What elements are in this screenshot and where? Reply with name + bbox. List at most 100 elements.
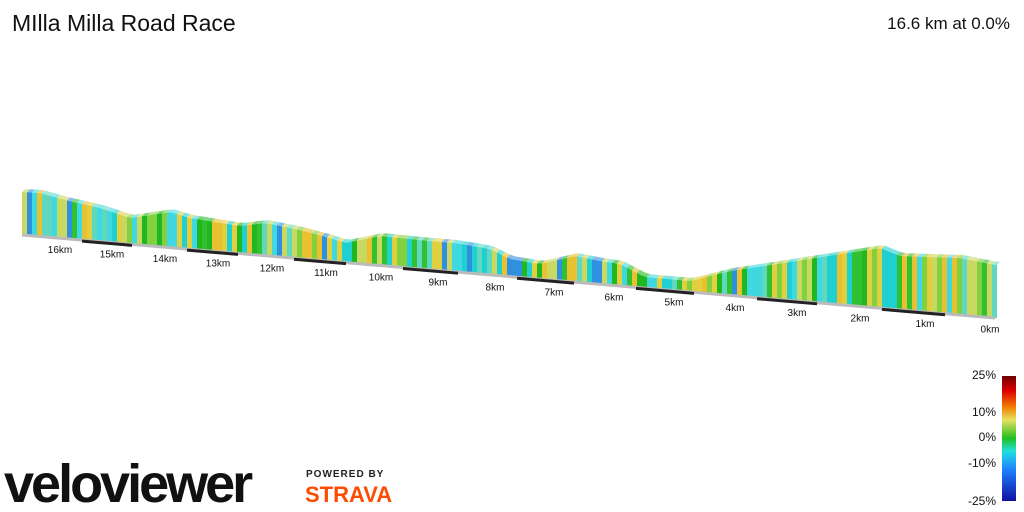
profile-stripe <box>772 263 777 300</box>
profile-top <box>237 222 245 226</box>
profile-top <box>157 210 165 214</box>
profile-stripe <box>397 237 402 268</box>
profile-stripe <box>357 239 362 265</box>
profile-stripe <box>232 224 237 254</box>
profile-stripe <box>342 242 347 263</box>
profile-top <box>97 204 105 209</box>
profile-stripe <box>197 219 202 251</box>
profile-stripe <box>882 248 887 309</box>
profile-stripe <box>887 250 892 310</box>
profile-top <box>32 189 40 193</box>
profile-stripe <box>422 240 427 270</box>
profile-top <box>737 266 745 270</box>
profile-stripe <box>712 274 717 295</box>
profile-stripe <box>827 255 832 305</box>
profile-stripe <box>102 208 107 243</box>
distance-label: 0km <box>981 325 1000 336</box>
profile-stripe <box>87 205 92 241</box>
profile-top <box>637 269 645 276</box>
profile-stripe <box>472 245 477 274</box>
legend-label: -10% <box>968 456 996 470</box>
profile-stripe <box>237 225 242 254</box>
profile-top <box>537 260 545 264</box>
profile-top <box>327 234 335 239</box>
distance-label: 5km <box>665 298 684 309</box>
profile-stripe <box>817 256 822 304</box>
profile-top <box>192 215 200 220</box>
profile-stripe <box>462 244 467 273</box>
profile-stripe <box>857 250 862 307</box>
profile-stripe <box>517 260 522 278</box>
profile-top <box>367 234 375 239</box>
km-segment <box>635 286 695 295</box>
profile-top <box>247 221 255 226</box>
profile-top <box>482 244 490 249</box>
profile-stripe <box>262 223 267 256</box>
profile-stripe <box>892 252 897 310</box>
legend-label: -25% <box>968 494 996 508</box>
profile-stripe <box>747 267 752 298</box>
profile-top <box>202 216 210 221</box>
profile-stripe <box>347 241 352 264</box>
profile-top <box>762 262 770 267</box>
distance-label: 13km <box>206 259 230 270</box>
summary: 16.6 km at 0.0% <box>887 14 1010 33</box>
profile-stripe <box>417 239 422 270</box>
profile-stripe <box>182 215 187 250</box>
profile-stripe <box>582 257 587 284</box>
profile-stripe <box>922 256 927 313</box>
profile-stripe <box>382 236 387 267</box>
profile-top <box>352 237 360 242</box>
profile-stripe <box>57 197 62 239</box>
profile-top <box>707 272 715 277</box>
profile-top <box>697 275 705 280</box>
profile-top <box>872 245 880 250</box>
profile-stripe <box>277 225 282 258</box>
profile-stripe <box>617 263 622 287</box>
profile-stripe <box>187 217 192 250</box>
profile-stripe <box>982 262 987 318</box>
baseline <box>21 233 996 320</box>
distance-label: 16km <box>48 245 72 256</box>
profile-stripe <box>872 248 877 308</box>
profile-top <box>542 259 550 264</box>
profile-stripe <box>257 223 262 256</box>
profile-top <box>552 257 560 262</box>
profile-top <box>717 270 725 275</box>
profile-top <box>232 221 240 226</box>
profile-top <box>832 251 840 256</box>
profile-top <box>432 238 440 242</box>
profile-stripe <box>42 193 47 238</box>
profile-stripe <box>907 256 912 311</box>
profile-top <box>337 237 345 242</box>
profile-stripe <box>812 257 817 303</box>
profile-stripe <box>962 258 967 316</box>
profile-stripe <box>147 214 152 247</box>
profile-stripe <box>947 257 952 315</box>
profile-stripe <box>547 261 552 281</box>
profile-stripe <box>722 271 727 296</box>
profile-stripe <box>47 194 52 238</box>
profile-stripe <box>967 259 972 317</box>
profile-top <box>502 252 510 258</box>
profile-top <box>837 250 845 255</box>
profile-top <box>622 262 630 268</box>
profile-stripe <box>647 277 652 289</box>
profile-stripe <box>162 212 167 248</box>
profile-top <box>217 219 225 224</box>
profile-top <box>477 243 485 248</box>
profile-top <box>22 189 30 193</box>
profile-top <box>212 218 220 223</box>
profile-stripe <box>862 249 867 308</box>
profile-stripe <box>497 252 502 276</box>
profile-top <box>927 253 935 258</box>
profile-stripe <box>842 252 847 306</box>
profile-top <box>422 237 430 241</box>
profile-stripe <box>852 251 857 307</box>
profile-top <box>877 245 885 249</box>
profile-stripe <box>407 238 412 269</box>
distance-label: 12km <box>260 263 284 274</box>
km-segment <box>402 267 459 275</box>
profile-stripe <box>327 237 332 262</box>
km-segment <box>756 297 818 306</box>
